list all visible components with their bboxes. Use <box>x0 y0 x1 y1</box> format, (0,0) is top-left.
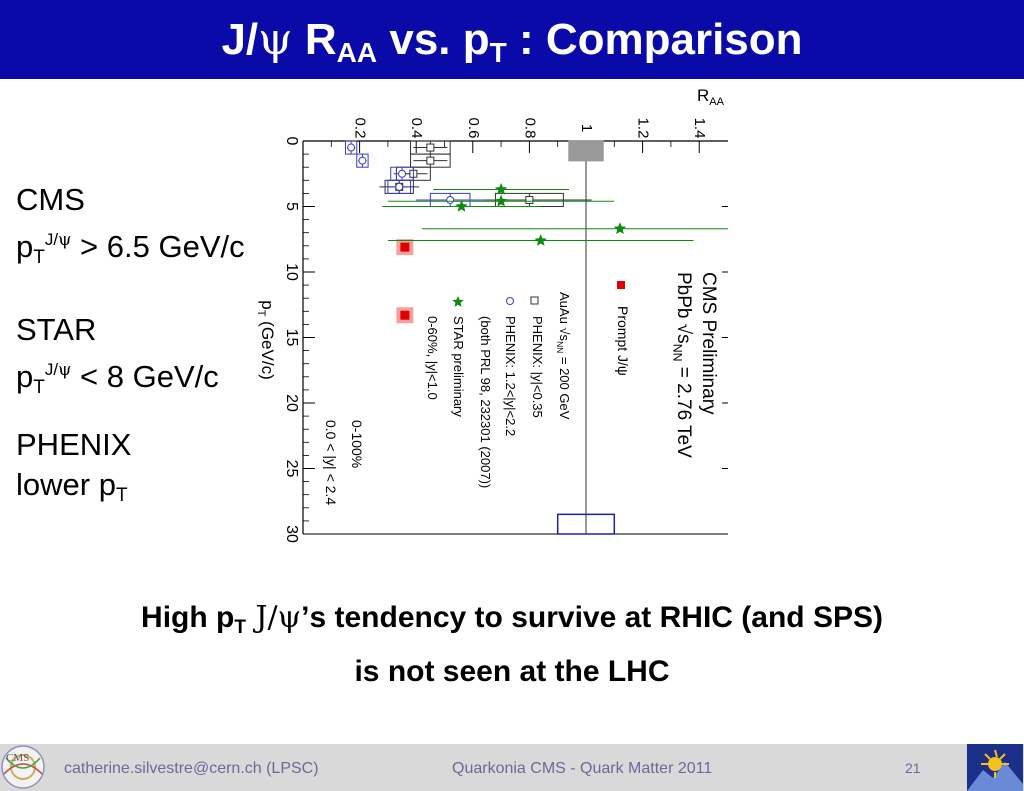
raa-axis-title: RAA <box>697 86 725 108</box>
phenix-fwd-point <box>446 195 455 204</box>
footer-conference: Quarkonia CMS - Quark Matter 2011 <box>452 760 713 777</box>
raa-tick-label: 1.4 <box>691 118 708 139</box>
legend-star-label: STAR preliminary <box>451 316 466 417</box>
cms-note: CMS pTJ/ψ > 6.5 GeV/c <box>16 180 245 278</box>
star-note: STAR pTJ/ψ < 8 GeV/c <box>16 310 219 408</box>
pt-tick-label: 10 <box>283 263 300 281</box>
star-point <box>455 200 468 212</box>
syst-box <box>356 153 369 168</box>
phenix-fwd-point <box>398 169 407 178</box>
cms-point <box>400 310 410 320</box>
footer-email: catherine.silvestre@cern.ch (LPSC) <box>64 760 319 777</box>
legend-phenix-mid-marker <box>530 296 539 305</box>
raa-tick-label: 1.2 <box>635 118 652 139</box>
pbpb-energy-label: PbPb √sNN = 2.76 TeV <box>670 272 694 458</box>
global-uncertainty-box <box>556 513 616 535</box>
cms-preliminary-label: CMS Preliminary <box>698 272 719 415</box>
phenix-note: PHENIX lower pT <box>16 425 131 516</box>
conclusion-line-1: High pT J/ψ’s tendency to survive at RHI… <box>141 600 883 638</box>
cms-point <box>400 242 410 252</box>
phenix-fwd-point <box>347 143 356 152</box>
pt-axis-title: pT (GeV/c) <box>255 300 277 380</box>
phenix-fwd-point <box>358 156 367 165</box>
cms-centrality-label: 0-100% <box>349 420 365 468</box>
legend-phenix-mid-label: PHENIX: |y|<0.35 <box>530 316 545 418</box>
phenix-label: PHENIX <box>16 427 132 462</box>
conclusion: High pT J/ψ’s tendency to survive at RHI… <box>0 596 1024 694</box>
raa-tick-label: 1 <box>578 124 595 132</box>
cms-cut: pTJ/ψ > 6.5 GeV/c <box>16 229 245 268</box>
phenix-mid-point <box>426 156 435 165</box>
cms-label: CMS <box>16 182 85 217</box>
pt-tick-label: 25 <box>283 460 300 478</box>
conclusion-line-2: is not seen at the LHC <box>354 655 670 688</box>
pt-tick-label: 5 <box>283 202 300 211</box>
auau-energy-label: AuAu √sNN = 200 GeV <box>555 292 572 420</box>
raa-tick-label: 0.8 <box>521 118 538 139</box>
legend-cms-marker <box>617 281 625 289</box>
star-point <box>613 222 627 234</box>
phenix-cut: lower pT <box>16 467 128 506</box>
legend-phenix-fwd-marker <box>506 297 514 305</box>
raa-tick-label: 0.4 <box>408 118 425 139</box>
star-point <box>534 234 547 246</box>
pt-tick-label: 30 <box>283 525 300 543</box>
legend-phenix-fwd-label: PHENIX: 1.2<|y|<2.2 <box>503 316 518 436</box>
raa-tick-label: 0.2 <box>352 118 369 139</box>
raa-axis: 0.2 0.4 0.6 0.8 1 1.2 1.4 RAA <box>330 86 725 153</box>
star-cut: pTJ/ψ < 8 GeV/c <box>16 359 219 398</box>
global-uncertainty-box <box>568 140 604 162</box>
data-marks <box>344 140 728 535</box>
qm-logo <box>967 744 1023 791</box>
svg-text:CMS: CMS <box>6 752 29 764</box>
phenix-mid-point <box>426 143 435 152</box>
pt-axis: 0 5 10 15 20 25 30 pT (GeV/c) <box>255 137 728 543</box>
cms-rapidity-label: 0.0 < |y| < 2.4 <box>323 420 339 505</box>
phenix-mid-point <box>525 195 534 204</box>
legend-prompt-label: Prompt J/ψ <box>615 306 631 376</box>
syst-box <box>387 179 412 194</box>
star-point <box>494 194 508 207</box>
phenix-fwd-point <box>395 182 404 191</box>
pt-tick-label: 15 <box>283 329 300 347</box>
cms-logo: CMS <box>1 745 45 789</box>
footer: CMS catherine.silvestre@cern.ch (LPSC) Q… <box>0 744 1024 791</box>
page-number: 21 <box>905 760 921 776</box>
legend-phenix-ref-label: (both PRL 98, 232301 (2007)) <box>478 316 493 488</box>
legend-star-cent-label: 0-60%, |y|<1.0 <box>425 316 440 400</box>
pt-tick-label: 20 <box>283 394 300 412</box>
legend-star-marker <box>452 296 464 307</box>
syst-box <box>344 140 358 155</box>
raa-tick-label: 0.6 <box>465 118 482 139</box>
star-point <box>494 183 508 195</box>
pt-tick-label: 0 <box>283 137 300 146</box>
title-bar: J/ψ RAA vs. pT : Comparison <box>0 0 1024 79</box>
star-label: STAR <box>16 312 97 347</box>
slide-title: J/ψ RAA vs. pT : Comparison <box>221 14 803 68</box>
